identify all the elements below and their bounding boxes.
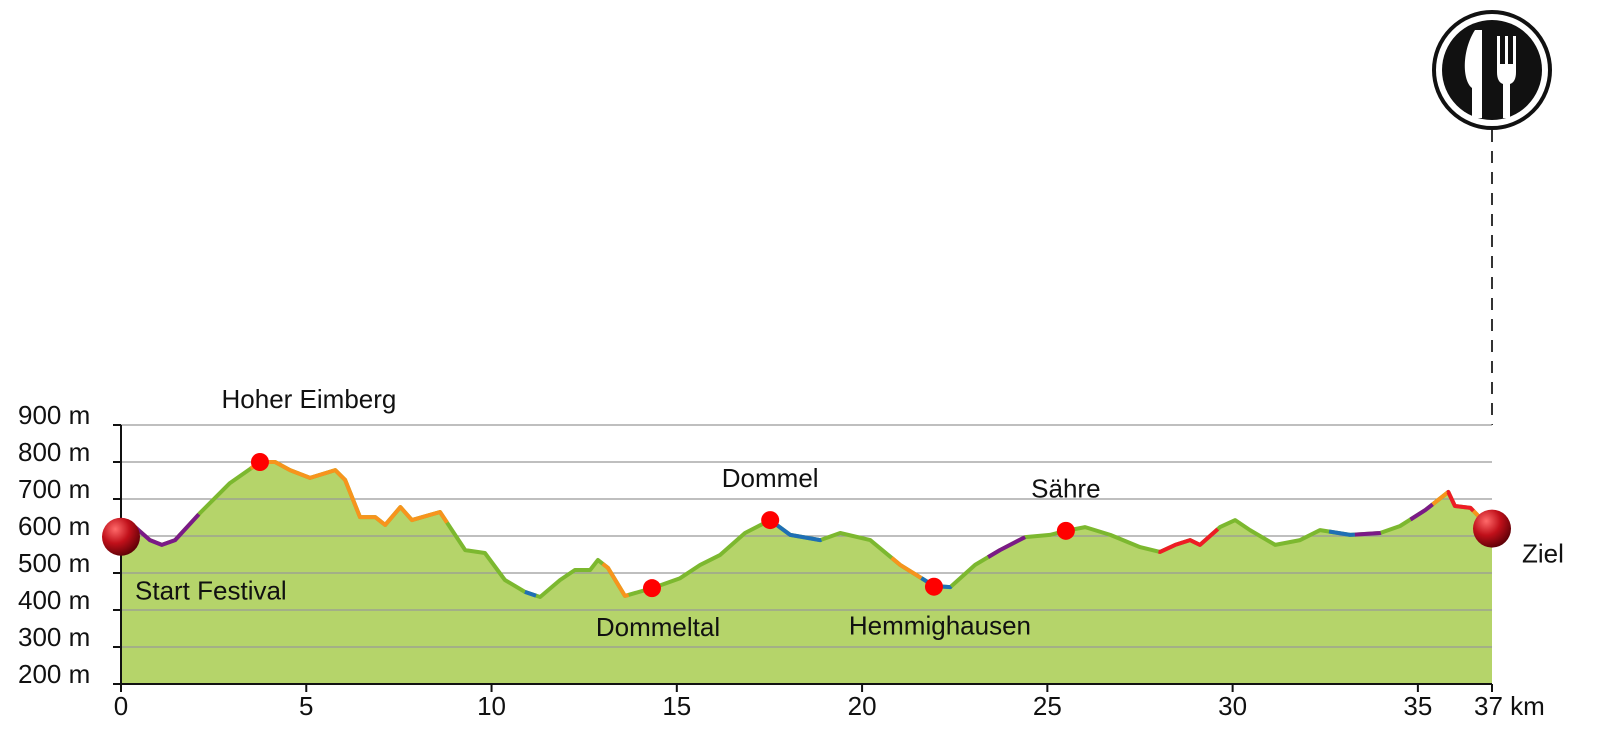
waypoint-label: Hoher Eimberg xyxy=(222,384,397,414)
surface-segment xyxy=(772,520,823,543)
waypoint-label: Ziel xyxy=(1522,538,1564,568)
surface-segment xyxy=(249,460,449,527)
endpoint-marker xyxy=(1473,509,1511,548)
waypoint-label: Dommel xyxy=(722,463,819,493)
x-tick-label: 5 xyxy=(299,691,313,721)
surface-segment xyxy=(1158,527,1220,554)
y-tick-label: 500 m xyxy=(18,548,90,578)
waypoint-label: Sähre xyxy=(1031,474,1100,504)
surface-segment xyxy=(1409,502,1434,522)
endpoint-marker xyxy=(102,517,140,556)
waypoint-label: Hemmighausen xyxy=(849,611,1031,641)
waypoint-marker xyxy=(642,579,661,598)
x-tick-label: 0 xyxy=(114,691,128,721)
y-tick-label: 900 m xyxy=(18,400,90,430)
waypoint-marker xyxy=(761,511,780,530)
surface-segment xyxy=(987,535,1027,559)
x-tick-label: 25 xyxy=(1033,691,1062,721)
y-tick-label: 200 m xyxy=(18,659,90,689)
waypoint-marker xyxy=(1056,521,1075,540)
surface-segment xyxy=(1354,530,1383,537)
surface-segment xyxy=(601,562,630,598)
restaurant-icon xyxy=(1432,10,1552,425)
plot-area: 200 m 300 m 400 m 500 m 600 m 700 m 800 m 900 m… xyxy=(18,384,1564,721)
waypoint-marker xyxy=(250,453,269,471)
x-tick-label: 15 xyxy=(662,691,691,721)
y-tick-label: 300 m xyxy=(18,622,90,652)
x-tick-label: 30 xyxy=(1218,691,1247,721)
x-tick-label: 10 xyxy=(477,691,506,721)
x-tick-label: 37 km xyxy=(1474,691,1545,721)
y-tick-label: 700 m xyxy=(18,474,90,504)
x-tick-label: 20 xyxy=(848,691,877,721)
waypoint-label: Dommeltal xyxy=(596,612,720,642)
surface-segment xyxy=(1328,529,1356,537)
surface-segment xyxy=(524,590,537,598)
waypoint-marker xyxy=(924,577,943,596)
surface-segment xyxy=(890,556,923,580)
x-tick-label: 35 xyxy=(1403,691,1432,721)
surface-segment xyxy=(1446,490,1475,513)
y-tick-label: 800 m xyxy=(18,437,90,467)
y-tick-label: 400 m xyxy=(18,585,90,615)
waypoint-label: Start Festival xyxy=(135,576,287,606)
surface-segment xyxy=(1431,491,1449,506)
y-tick-label: 600 m xyxy=(18,511,90,541)
